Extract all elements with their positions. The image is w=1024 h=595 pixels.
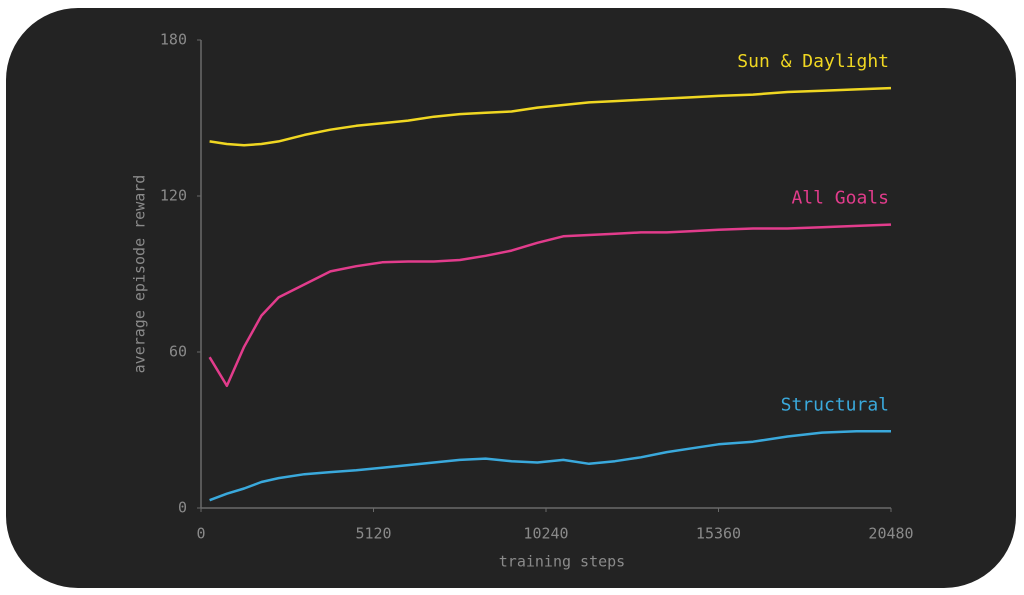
y-tick-label: 60 bbox=[169, 343, 187, 361]
series-label: Structural bbox=[781, 394, 889, 415]
series-line bbox=[208, 223, 892, 388]
series-label: Sun & Daylight bbox=[737, 51, 889, 72]
x-tick-label: 10240 bbox=[523, 525, 568, 543]
panel bbox=[6, 8, 1016, 588]
x-tick-label: 5120 bbox=[355, 525, 391, 543]
y-axis-label: average episode reward bbox=[131, 175, 149, 374]
y-tick-label: 120 bbox=[160, 187, 187, 205]
series-line bbox=[209, 430, 891, 502]
series-line bbox=[209, 86, 892, 147]
y-tick-label: 0 bbox=[178, 499, 187, 517]
x-tick-label: 20480 bbox=[868, 525, 913, 543]
x-tick-label: 0 bbox=[196, 525, 205, 543]
series-label: All Goals bbox=[791, 188, 889, 209]
x-tick-label: 15360 bbox=[696, 525, 741, 543]
y-tick-label: 180 bbox=[160, 31, 187, 49]
x-axis-label: training steps bbox=[499, 553, 625, 571]
